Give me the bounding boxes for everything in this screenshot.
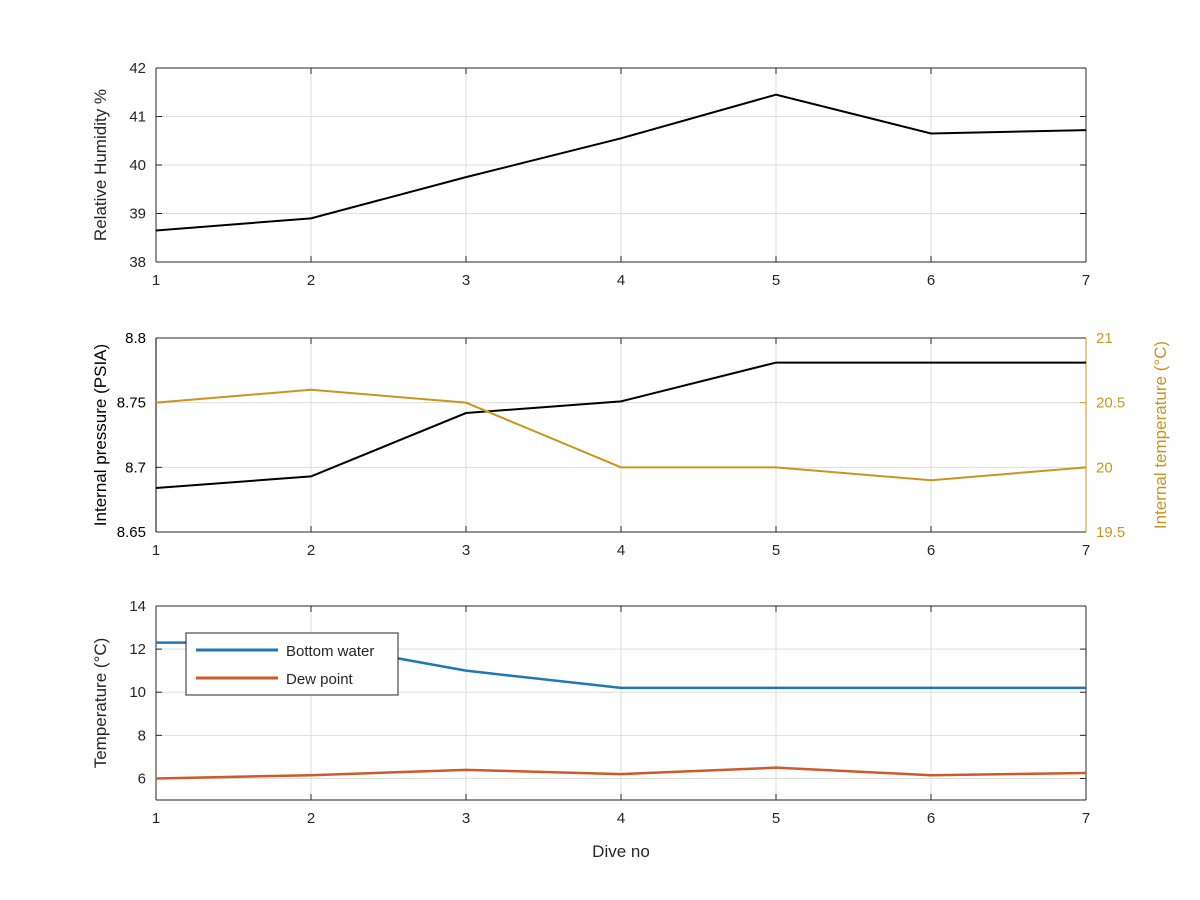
legend-box [185, 632, 399, 696]
y2-axis-label: Internal temperature (°C) [1151, 341, 1170, 529]
y-axis-label: Temperature (°C) [91, 638, 110, 769]
x-tick-label: 2 [307, 810, 315, 827]
chart-2: 1 2 3 4 5 6 7 8.65 8.7 8.75 8.8 19.5 20 20.5 21 Interna… [91, 330, 1170, 559]
y-tick-label: 6 [138, 770, 146, 787]
y-tick-label: 12 [129, 641, 146, 658]
x-tick-label: 6 [927, 542, 935, 559]
x-tick-label: 6 [927, 810, 935, 827]
y-axis-label: Relative Humidity % [91, 89, 110, 241]
chart-1: 1 2 3 4 5 6 7 38 39 40 41 42 Relative Humidity % [91, 60, 1090, 289]
x-tick-label: 2 [307, 272, 315, 289]
x-tick-label: 5 [772, 272, 780, 289]
x-tick-label: 5 [772, 810, 780, 827]
y-tick-label: 10 [129, 684, 146, 701]
x-tick-label: 4 [617, 542, 625, 559]
series-line-2 [155, 766, 1087, 780]
y2-tick-label: 21 [1096, 330, 1113, 347]
x-tick-label: 4 [617, 272, 625, 289]
x-tick-label: 3 [462, 542, 470, 559]
y-tick-label: 8.65 [117, 524, 146, 541]
series-line-1 [155, 361, 1086, 490]
legend: Bottom water Dew point [185, 632, 399, 696]
x-tick-label: 3 [462, 810, 470, 827]
y-tick-label: 8.75 [117, 395, 146, 412]
x-tick-label: 7 [1082, 272, 1090, 289]
x-axis-label: Dive no [592, 842, 650, 861]
y-tick-label: 8 [138, 727, 146, 744]
x-tick-label: 7 [1082, 542, 1090, 559]
series-line-2 [155, 388, 1087, 482]
y2-tick-label: 20 [1096, 459, 1113, 476]
y-tick-label: 14 [129, 598, 146, 615]
y-tick-label: 8.7 [125, 459, 146, 476]
y2-tick-label: 20.5 [1096, 395, 1125, 412]
y-axis-label: Internal pressure (PSIA) [91, 344, 110, 526]
y-tick-label: 41 [129, 109, 146, 126]
x-tick-label: 1 [152, 272, 160, 289]
y-tick-label: 38 [129, 254, 146, 271]
y-tick-label: 42 [129, 60, 146, 77]
x-tick-label: 5 [772, 542, 780, 559]
x-tick-label: 1 [152, 542, 160, 559]
x-tick-label: 2 [307, 542, 315, 559]
series-line-1 [155, 93, 1087, 232]
x-tick-label: 7 [1082, 810, 1090, 827]
legend-label: Dew point [286, 671, 354, 688]
y-tick-label: 8.8 [125, 330, 146, 347]
x-tick-label: 3 [462, 272, 470, 289]
x-tick-label: 1 [152, 810, 160, 827]
x-tick-label: 4 [617, 810, 625, 827]
x-tick-label: 6 [927, 272, 935, 289]
legend-label: Bottom water [286, 643, 374, 660]
y2-tick-label: 19.5 [1096, 524, 1125, 541]
y-tick-label: 39 [129, 206, 146, 223]
y-tick-label: 40 [129, 157, 146, 174]
